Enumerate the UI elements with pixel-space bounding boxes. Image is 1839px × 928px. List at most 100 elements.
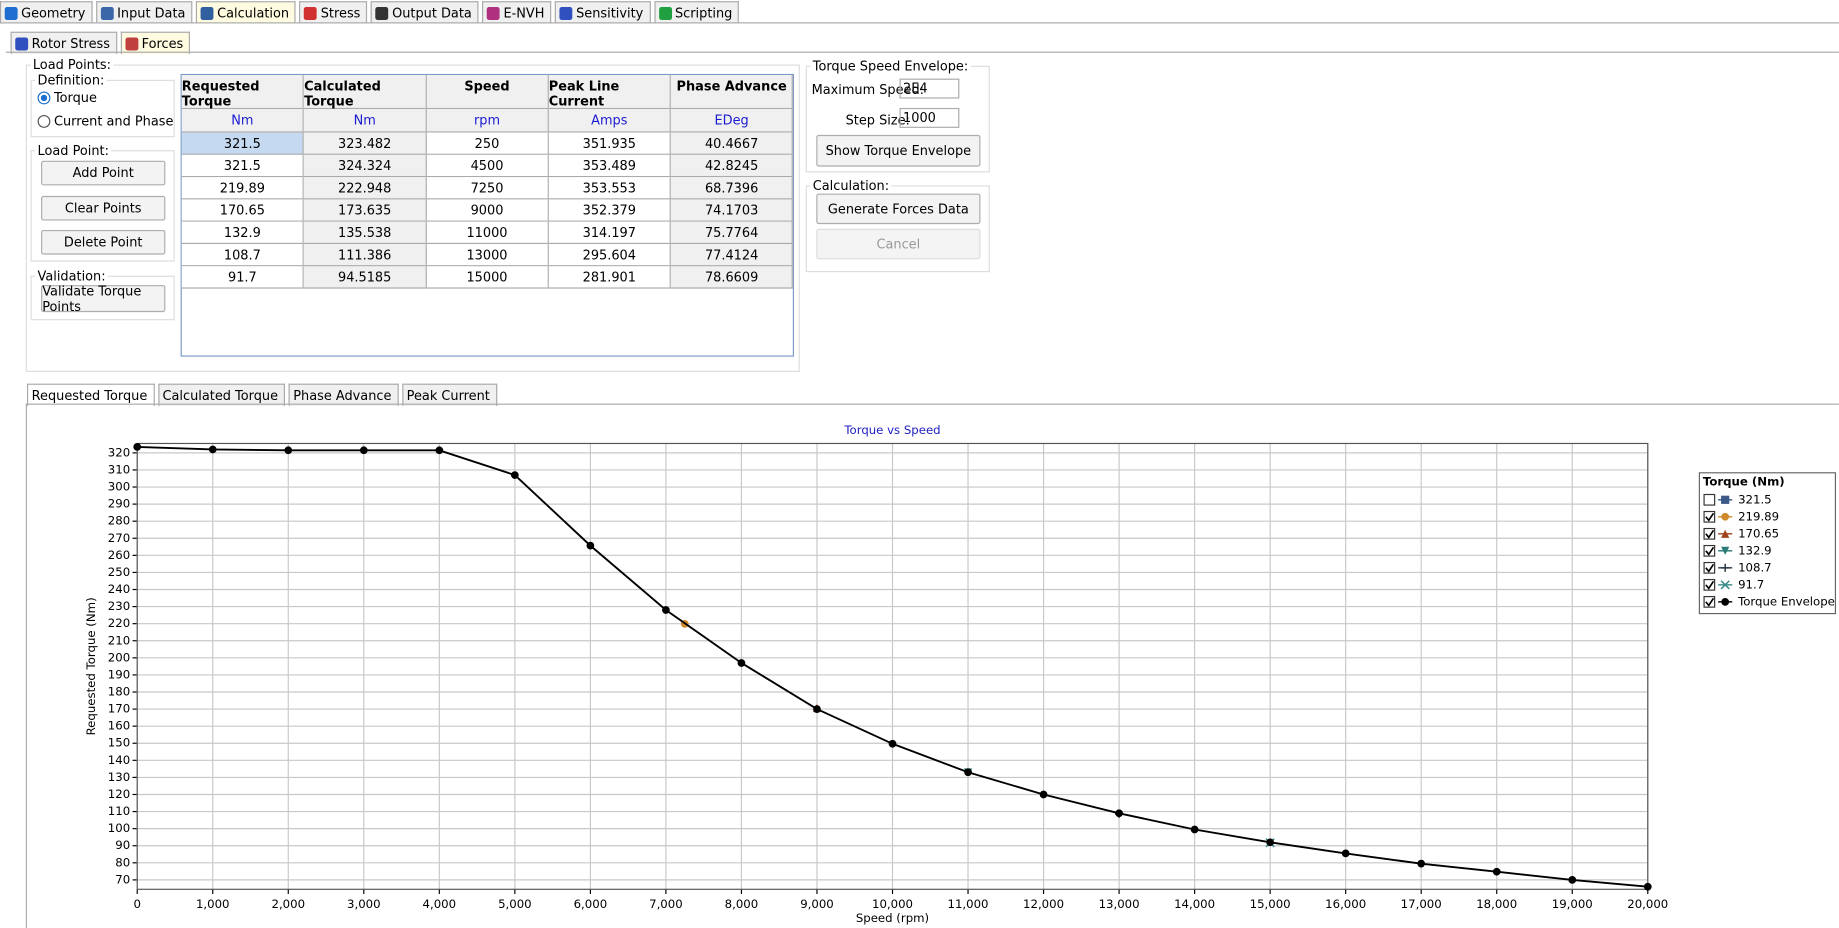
data-point (662, 606, 670, 614)
table-cell[interactable]: 78.6609 (671, 266, 794, 289)
main-tab[interactable]: Sensitivity (555, 1, 651, 24)
data-point (208, 445, 217, 454)
main-tab[interactable]: Stress (299, 1, 368, 24)
table-cell[interactable]: 295.604 (548, 244, 672, 267)
table-cell[interactable]: 323.482 (304, 132, 427, 155)
show-envelope-button[interactable]: Show Torque Envelope (816, 134, 981, 167)
x-tick-label: 19,000 (1552, 897, 1593, 911)
tab-icon (100, 6, 114, 20)
radio-button[interactable] (37, 114, 51, 128)
table-cell[interactable]: 170.65 (181, 199, 305, 222)
legend-checkbox[interactable] (1703, 561, 1716, 574)
legend-checkbox[interactable] (1703, 578, 1716, 591)
button[interactable]: Add Point (41, 160, 166, 186)
table-cell[interactable]: 353.489 (548, 154, 672, 178)
column-unit: Nm (304, 109, 427, 133)
main-tab[interactable]: Scripting (653, 1, 740, 24)
tab-label: Calculation (217, 5, 290, 21)
checkmark (1705, 512, 1715, 522)
legend-checkbox[interactable] (1703, 527, 1716, 540)
tab-icon (559, 6, 573, 20)
main-tab[interactable]: Geometry (0, 1, 93, 24)
data-point (964, 768, 972, 777)
cancel-button[interactable]: Cancel (816, 228, 981, 260)
table-cell[interactable]: 281.901 (548, 266, 672, 289)
table-cell[interactable]: 9000 (426, 199, 549, 222)
table-cell[interactable]: 173.635 (304, 199, 427, 222)
data-point (1643, 882, 1652, 891)
table-cell[interactable]: 353.553 (548, 177, 672, 200)
table-cell[interactable]: 7250 (426, 177, 549, 200)
step-size-input[interactable]: 1000 (899, 107, 960, 128)
legend-checkbox[interactable] (1703, 510, 1716, 523)
data-point (359, 446, 368, 455)
table-cell[interactable]: 111.386 (304, 244, 427, 267)
table-cell[interactable]: 321.5 (181, 132, 305, 155)
tab-divider (0, 22, 1839, 24)
table-cell[interactable]: 4500 (426, 154, 549, 178)
table-cell[interactable]: 108.7 (181, 244, 305, 267)
max-speed-input[interactable]: 2E4 (899, 78, 960, 99)
tab-label: Rotor Stress (31, 35, 110, 52)
data-point (1492, 867, 1501, 876)
radio-button[interactable] (37, 91, 51, 105)
table-cell[interactable]: 68.7396 (671, 177, 794, 200)
table-cell[interactable]: 77.4124 (671, 244, 794, 267)
table-cell[interactable]: 219.89 (181, 177, 305, 200)
table-cell[interactable]: 11000 (426, 221, 549, 245)
table-cell[interactable]: 15000 (426, 266, 549, 289)
main-tab[interactable]: Output Data (370, 1, 479, 24)
legend-marker (1721, 529, 1730, 538)
generate-button[interactable]: Generate Forces Data (816, 193, 981, 225)
table-cell[interactable]: 314.197 (548, 221, 672, 245)
table-cell[interactable]: 250 (426, 132, 549, 155)
main-tab[interactable]: E-NVH (482, 1, 552, 24)
table-cell[interactable]: 351.935 (548, 132, 672, 155)
table-cell[interactable]: 135.538 (304, 221, 427, 245)
column-header: Peak Line Current (548, 75, 672, 110)
main-tab[interactable]: Calculation (195, 1, 297, 24)
legend-checkbox[interactable] (1703, 493, 1716, 506)
legend-checkbox[interactable] (1703, 595, 1716, 608)
button[interactable]: Clear Points (41, 195, 166, 220)
button[interactable]: Delete Point (41, 229, 166, 255)
validate-button[interactable]: Validate Torque Points (41, 283, 166, 314)
chart-title: Torque vs Speed (843, 423, 940, 437)
table-cell[interactable]: 91.7 (181, 266, 305, 289)
sub-tab[interactable]: Rotor Stress (10, 31, 117, 54)
y-tick-label: 240 (108, 582, 130, 596)
table-cell[interactable]: 13000 (426, 244, 549, 267)
main-tab[interactable]: Input Data (96, 1, 193, 24)
checkmark (1705, 597, 1715, 607)
table-cell[interactable]: 75.7764 (671, 221, 794, 245)
tab-label: Forces (141, 35, 184, 52)
legend-marker (1721, 495, 1730, 504)
legend-checkbox[interactable] (1703, 544, 1716, 557)
table-cell[interactable]: 132.9 (181, 221, 305, 245)
x-tick-label: 7,000 (649, 897, 683, 911)
y-tick-label: 100 (108, 821, 130, 835)
chart-tab[interactable]: Peak Current (401, 383, 497, 406)
chart-tab[interactable]: Phase Advance (288, 383, 399, 406)
chart-tab[interactable]: Calculated Torque (157, 383, 286, 406)
y-tick-label: 290 (108, 497, 130, 511)
x-tick-label: 1,000 (196, 897, 230, 911)
y-tick-label: 220 (108, 616, 130, 630)
table-cell[interactable]: 222.948 (304, 177, 427, 200)
tab-icon (200, 6, 214, 20)
data-point (1115, 809, 1123, 818)
x-tick-label: 10,000 (872, 897, 913, 911)
table-cell[interactable]: 352.379 (548, 199, 672, 222)
tab-icon (487, 6, 500, 20)
y-tick-label: 110 (108, 804, 130, 818)
chart-tab[interactable]: Requested Torque (26, 383, 155, 406)
y-tick-label: 70 (115, 872, 130, 886)
table-cell[interactable]: 74.1703 (671, 199, 794, 222)
table-cell[interactable]: 40.4667 (671, 132, 794, 155)
sub-tab[interactable]: Forces (120, 31, 191, 54)
x-tick-label: 5,000 (498, 897, 532, 911)
table-cell[interactable]: 321.5 (181, 154, 305, 178)
table-cell[interactable]: 42.8245 (671, 154, 794, 178)
table-cell[interactable]: 324.324 (304, 154, 427, 178)
table-cell[interactable]: 94.5185 (304, 266, 427, 289)
